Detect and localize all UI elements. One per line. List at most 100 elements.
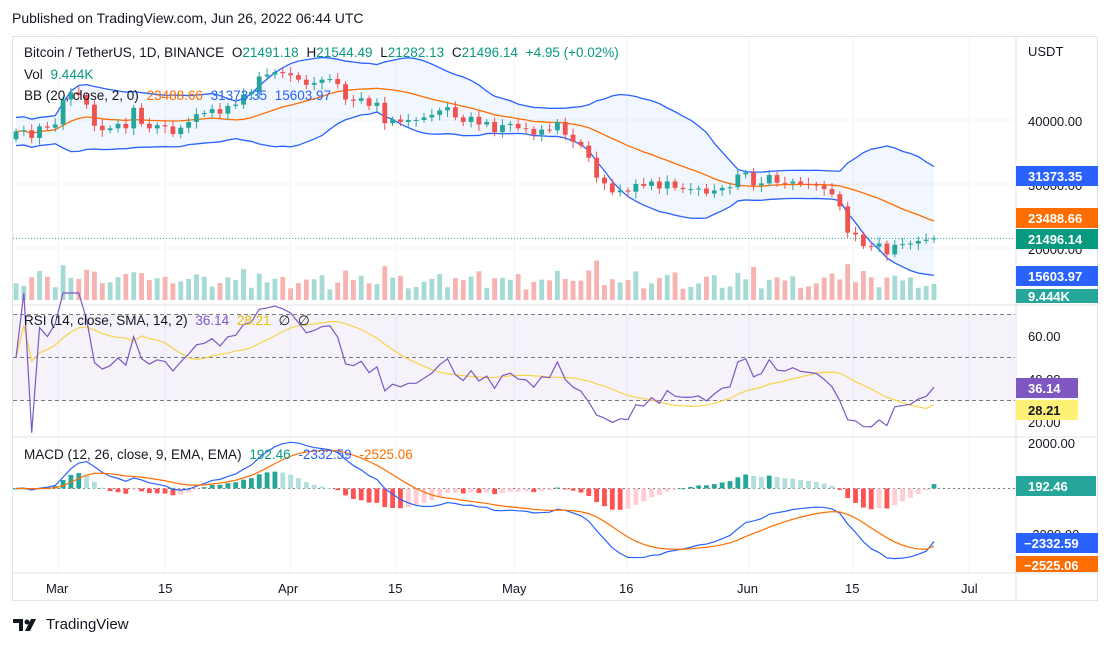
macd-hist-bar bbox=[774, 476, 780, 489]
candle-body bbox=[178, 127, 184, 135]
macd-hist-bar bbox=[586, 488, 592, 497]
candle-body bbox=[515, 123, 521, 129]
macd-hist-value: 192.46 bbox=[249, 447, 291, 462]
tradingview-footer[interactable]: TradingView bbox=[12, 616, 129, 633]
macd-hist-bar bbox=[484, 488, 490, 493]
symbol-legend[interactable]: Bitcoin / TetherUS, 1D, BINANCE O21491.1… bbox=[24, 45, 623, 60]
candle-body bbox=[452, 107, 458, 118]
candle-body bbox=[931, 238, 937, 240]
volume-bar bbox=[84, 269, 90, 300]
open-label: O bbox=[231, 45, 243, 60]
candle-body bbox=[437, 110, 443, 115]
volume-bar bbox=[311, 279, 317, 300]
macd-hist-bar bbox=[876, 488, 882, 509]
candle-body bbox=[664, 181, 670, 189]
high-label: H bbox=[306, 45, 317, 60]
macd-hist-bar bbox=[672, 488, 678, 490]
volume-bar bbox=[672, 272, 678, 300]
volume-bar bbox=[60, 265, 66, 300]
volume-legend[interactable]: Vol 9.444K bbox=[24, 67, 97, 82]
candle-body bbox=[625, 190, 631, 192]
macd-hist-badge-text: 192.46 bbox=[1028, 479, 1068, 494]
change-value: +4.95 (+0.02%) bbox=[525, 45, 619, 60]
macd-hist-bar bbox=[154, 488, 160, 494]
candle-body bbox=[688, 189, 694, 191]
volume-bar bbox=[264, 282, 270, 300]
macd-hist-bar bbox=[751, 476, 756, 489]
macd-hist-bar bbox=[146, 488, 152, 494]
candle-body bbox=[617, 190, 623, 193]
signal-value: -2525.06 bbox=[359, 447, 413, 462]
macd-hist-bar bbox=[656, 488, 662, 496]
volume-bar bbox=[719, 287, 725, 300]
macd-hist-bar bbox=[766, 475, 772, 489]
candle-body bbox=[484, 121, 490, 125]
macd-hist-bar bbox=[225, 483, 231, 489]
bb-lower-badge bbox=[1016, 266, 1098, 286]
volume-bar bbox=[217, 283, 223, 300]
candle-body bbox=[162, 125, 168, 127]
candle-body bbox=[264, 74, 270, 77]
candle-body bbox=[115, 123, 121, 129]
macd-hist-bar bbox=[437, 488, 443, 497]
volume-bar bbox=[178, 281, 184, 300]
volume-bar bbox=[743, 279, 749, 300]
candle-body bbox=[719, 187, 725, 191]
candle-body bbox=[476, 116, 482, 125]
bb-upper-badge-text: 31373.35 bbox=[1028, 169, 1082, 184]
macd-hist-bar bbox=[727, 481, 733, 489]
time-tick-jun-15: 15 bbox=[845, 581, 859, 596]
rsi-legend[interactable]: RSI (14, close, SMA, 14, 2) 36.14 28.21 … bbox=[24, 313, 314, 329]
volume-bar bbox=[782, 280, 788, 300]
macd-hist-bar bbox=[460, 488, 466, 494]
chart-frame bbox=[12, 36, 1098, 601]
volume-bar bbox=[609, 279, 615, 300]
macd-hist-bar bbox=[758, 476, 764, 489]
candle-body bbox=[296, 75, 301, 80]
candle-body bbox=[798, 181, 804, 184]
volume-bar bbox=[876, 287, 882, 300]
macd-hist-bar bbox=[853, 488, 858, 503]
macd-hist-bar bbox=[452, 488, 458, 493]
volume-bar bbox=[602, 285, 607, 300]
macd-hist-bar bbox=[131, 488, 137, 491]
volume-bar bbox=[562, 278, 568, 300]
volume-bar bbox=[296, 283, 301, 300]
volume-label: Vol bbox=[24, 67, 43, 82]
volume-bar bbox=[900, 280, 906, 300]
volume-bar bbox=[837, 279, 843, 300]
volume-bar bbox=[335, 282, 341, 300]
bb-legend[interactable]: BB (20, close, 2, 0) 23488.66 31373.35 1… bbox=[24, 88, 335, 103]
macd-hist-bar bbox=[241, 479, 246, 489]
rsi-empty-1: ∅ bbox=[278, 313, 291, 328]
candle-body bbox=[131, 107, 137, 129]
candle-body bbox=[711, 190, 717, 194]
volume-bar bbox=[915, 287, 921, 300]
candle-body bbox=[845, 206, 851, 233]
volume-bar bbox=[931, 283, 937, 300]
macd-legend[interactable]: MACD (12, 26, close, 9, EMA, EMA) 192.46… bbox=[24, 447, 417, 462]
volume-bar bbox=[492, 278, 498, 300]
bb-band-fill bbox=[16, 57, 934, 276]
macd-hist-bar bbox=[837, 488, 843, 490]
volume-bar bbox=[656, 277, 662, 300]
volume-bar bbox=[515, 274, 521, 300]
volume-bar bbox=[860, 271, 866, 300]
macd-value: -2332.59 bbox=[298, 447, 352, 462]
volume-bar bbox=[366, 283, 372, 300]
candle-body bbox=[139, 107, 144, 124]
macd-hist-bar bbox=[813, 481, 819, 489]
candle-body bbox=[445, 107, 450, 111]
candle-body bbox=[280, 72, 286, 74]
volume-bar bbox=[625, 279, 631, 300]
signal-line bbox=[15, 449, 935, 550]
macd-hist-bar bbox=[578, 488, 584, 493]
volume-bar bbox=[468, 276, 474, 300]
bb-upper-line bbox=[15, 56, 935, 173]
candle-body bbox=[782, 182, 788, 184]
candle-body bbox=[829, 189, 835, 195]
close-value: 21496.14 bbox=[461, 45, 518, 60]
time-tick-may-16: 16 bbox=[619, 581, 633, 596]
volume-bar bbox=[194, 274, 199, 300]
